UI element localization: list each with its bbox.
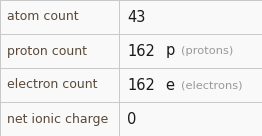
Text: 43: 43 — [127, 10, 145, 24]
Text: electron count: electron count — [7, 78, 97, 92]
Text: net ionic charge: net ionic charge — [7, 112, 108, 126]
Text: 162: 162 — [127, 44, 155, 58]
Text: proton count: proton count — [7, 44, 86, 58]
Text: p: p — [165, 44, 174, 58]
Text: atom count: atom count — [7, 10, 78, 24]
Text: 0: 0 — [127, 112, 137, 126]
Text: 162: 162 — [127, 78, 155, 92]
Text: (protons): (protons) — [181, 46, 233, 56]
Text: e: e — [165, 78, 174, 92]
Text: (electrons): (electrons) — [181, 80, 242, 90]
